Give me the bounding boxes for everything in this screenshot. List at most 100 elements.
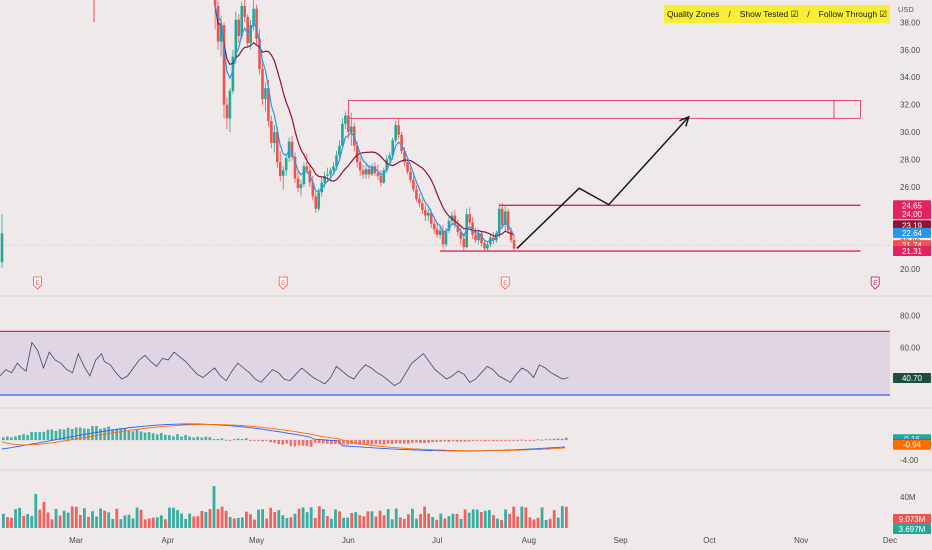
rsi-tick-label: 80.00 [900, 312, 921, 321]
volume-bar [42, 502, 46, 528]
price-labels: 24.6524.0023.1922.6421.7421.3140.700.16-… [893, 200, 931, 534]
price-tick-label: 28.00 [900, 155, 921, 164]
volume-bar [18, 507, 21, 528]
volume-bar [74, 506, 78, 528]
volume-bar [564, 506, 568, 528]
price-tag-text: 22.64 [902, 229, 923, 238]
volume-bar [22, 515, 26, 528]
candle-body [290, 141, 294, 157]
volume-bar [358, 515, 362, 528]
volume-bar [66, 512, 70, 528]
volume-bar [350, 512, 354, 528]
volume-bar [159, 515, 163, 528]
macd-histogram-bar [512, 440, 515, 441]
month-tick-label: Sep [614, 536, 629, 545]
candle-body [329, 170, 332, 175]
macd-histogram-bar [492, 440, 495, 442]
macd-histogram-bar [427, 440, 430, 443]
macd-histogram-bar [192, 437, 195, 440]
volume-bar [398, 517, 402, 528]
macd-histogram-bar [402, 440, 406, 444]
volume-bar [346, 517, 350, 528]
header-show-tested[interactable]: Show Tested ☑ [739, 8, 799, 19]
rsi-line [0, 341, 569, 386]
price-tick-label: 20.00 [900, 265, 921, 274]
macd-histogram-bar [326, 440, 329, 444]
volume-bar [321, 509, 325, 528]
macd-histogram-bar [180, 436, 183, 440]
candle-body [296, 178, 300, 189]
volume-bar [301, 507, 305, 528]
volume-bar [131, 518, 135, 528]
earnings-letter: E [36, 281, 40, 287]
price-tick-label: 30.00 [900, 128, 921, 137]
macd-histogram-bar [155, 434, 159, 440]
volume-bar [180, 513, 183, 528]
earnings-letter: E [873, 281, 877, 287]
volume-bar [212, 486, 216, 528]
macd-histogram-bar [131, 431, 135, 440]
price-tag-text: 24.00 [902, 210, 923, 219]
header-follow-through[interactable]: Follow Through ☑ [818, 8, 888, 19]
candle-body [444, 230, 448, 245]
macd-histogram-bar [38, 432, 42, 440]
macd-histogram-bar [504, 440, 507, 441]
candle-body [234, 19, 238, 57]
macd-histogram-bar [370, 440, 374, 445]
macd-histogram-bar [334, 440, 337, 445]
rsi-panel [0, 330, 890, 396]
candle-body [474, 234, 477, 241]
macd-histogram-bar [34, 432, 37, 440]
volume-bar [135, 507, 139, 528]
macd-histogram-bar [548, 439, 552, 441]
volume-bar [451, 513, 455, 528]
time-axis: Mar Apr May Jun Jul Aug Sep Oct Nov Dec [69, 536, 897, 545]
candle-body [421, 203, 424, 211]
volume-panel [2, 486, 568, 528]
volume-bar [240, 517, 244, 528]
volume-bar [139, 509, 143, 528]
price-tag-text: 24.65 [902, 201, 923, 210]
macd-histogram-bar [281, 440, 285, 445]
macd-histogram-bar [479, 440, 483, 441]
volume-bar [103, 510, 107, 528]
macd-histogram-bar [168, 435, 171, 440]
macd-histogram-bar [564, 437, 568, 440]
candle-body [299, 184, 303, 189]
candle-body [358, 162, 362, 171]
macd-histogram-bar [386, 440, 390, 444]
macd-histogram-bar [475, 440, 479, 441]
candle-body [438, 230, 442, 235]
header-quality-zones[interactable]: Quality Zones [666, 9, 720, 19]
volume-bar [443, 518, 447, 528]
candle-body [302, 166, 306, 185]
indicator-header[interactable]: Quality Zones / Show Tested ☑ / Follow T… [664, 5, 890, 23]
volume-bar [479, 512, 483, 528]
moving-averages [214, 5, 515, 243]
volume-bar [220, 506, 224, 528]
macd-value-tag-text: -0.94 [903, 441, 922, 450]
candle-body [311, 182, 315, 197]
candle-body [403, 151, 406, 163]
macd-histogram-bar [423, 440, 426, 444]
volume-bar [249, 514, 252, 528]
volume-bar [58, 515, 62, 528]
candle-body [412, 179, 415, 190]
macd-histogram-bar [240, 439, 244, 440]
header-separator: / [728, 9, 731, 19]
macd-histogram-bar [212, 439, 216, 440]
candle-body [255, 8, 258, 39]
volume-bar [317, 506, 321, 528]
volume-bar [176, 510, 179, 528]
candle-body [278, 162, 282, 176]
volume-bar [560, 506, 564, 528]
macd-histogram-bar [289, 440, 293, 447]
price-tick-label: 26.00 [900, 183, 921, 192]
candle-body [284, 158, 288, 171]
macd-histogram-bar [26, 434, 29, 440]
candle-body [459, 232, 463, 239]
price-tag: 22.64 [893, 227, 931, 238]
candle-body [228, 90, 232, 119]
macd-histogram-bar [216, 438, 220, 440]
